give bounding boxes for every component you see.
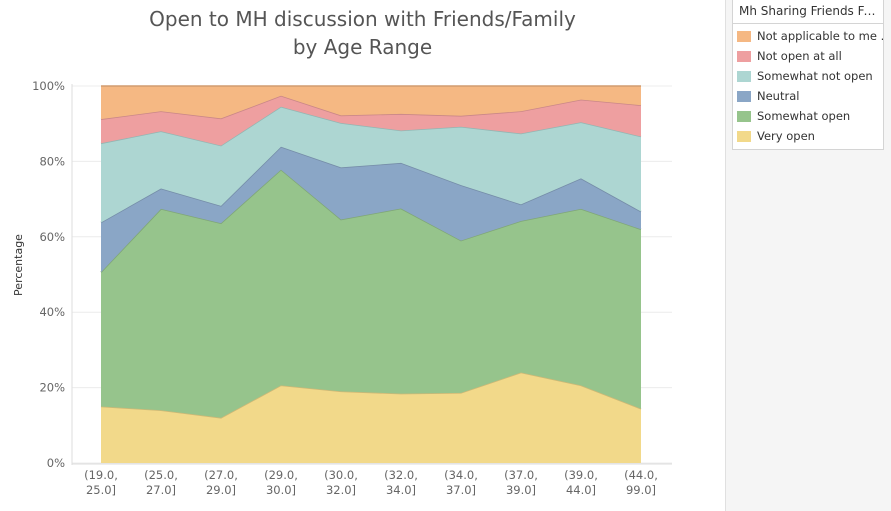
legend-label: Not open at all <box>757 49 842 63</box>
legend-item[interactable]: Neutral <box>733 86 883 106</box>
legend-swatch <box>737 30 751 42</box>
chart-area: Open to MH discussion with Friends/Famil… <box>12 7 672 497</box>
legend-swatch <box>737 110 751 122</box>
legend-label: Somewhat not open <box>757 69 873 83</box>
legend: Mh Sharing Friends Fa... Not applicable … <box>732 0 884 150</box>
y-tick-label-4: 80% <box>39 154 65 168</box>
x-tick-label-8: (39.0, 44.0] <box>564 468 598 497</box>
legend-swatch <box>737 50 751 62</box>
x-tick-label-6: (34.0, 37.0] <box>444 468 478 497</box>
chart-svg: 0% 20% 40% 60% 80% 100% (19.0, 25.0] (25.0, 27.0]… <box>12 79 672 497</box>
x-tick-label-2: (27.0, 29.0] <box>204 468 238 497</box>
area-fill-2 <box>101 146 641 273</box>
y-axis-title: Percentage <box>12 234 25 296</box>
legend-label: Very open <box>757 129 815 143</box>
x-tick-label-0: (19.0, 25.0] <box>84 468 118 497</box>
y-tick-label-2: 40% <box>39 305 65 319</box>
y-tick-label-5: 100% <box>32 79 65 93</box>
legend-swatch <box>737 90 751 102</box>
legend-label: Somewhat open <box>757 109 851 123</box>
x-tick-label-9: (44.0, 99.0] <box>624 468 658 497</box>
legend-items: Not applicable to me .. Not open at all So… <box>733 24 883 149</box>
legend-item[interactable]: Very open <box>733 126 883 146</box>
area-series-5 <box>100 85 642 120</box>
x-tick-label-1: (25.0, 27.0] <box>144 468 178 497</box>
legend-swatch <box>737 130 751 142</box>
y-tick-label-1: 20% <box>39 381 65 395</box>
area-fill-4 <box>101 95 641 146</box>
x-tick-label-7: (37.0, 39.0] <box>504 468 538 497</box>
y-tick-label-3: 60% <box>39 230 65 244</box>
area-fill-0 <box>101 372 641 463</box>
x-tick-label-3: (29.0, 30.0] <box>264 468 298 497</box>
legend-swatch <box>737 70 751 82</box>
x-tick-label-4: (30.0, 32.0] <box>324 468 358 497</box>
legend-item[interactable]: Not applicable to me .. <box>733 26 883 46</box>
x-tick-label-5: (32.0, 34.0] <box>384 468 418 497</box>
y-tick-label-0: 0% <box>47 456 65 470</box>
area-fill-3 <box>101 106 641 223</box>
legend-label: Not applicable to me .. <box>757 29 883 43</box>
area-fill-5 <box>101 86 641 120</box>
legend-item[interactable]: Not open at all <box>733 46 883 66</box>
chart-title-line-1: Open to MH discussion with Friends/Famil… <box>149 7 576 31</box>
legend-label: Neutral <box>757 89 800 103</box>
legend-item[interactable]: Somewhat open <box>733 106 883 126</box>
area-fill-1 <box>101 169 641 418</box>
legend-panel: Mh Sharing Friends Fa... Not applicable … <box>725 0 891 511</box>
legend-title: Mh Sharing Friends Fa... <box>733 0 883 24</box>
chart-title-line-2: by Age Range <box>292 35 433 59</box>
legend-item[interactable]: Somewhat not open <box>733 66 883 86</box>
